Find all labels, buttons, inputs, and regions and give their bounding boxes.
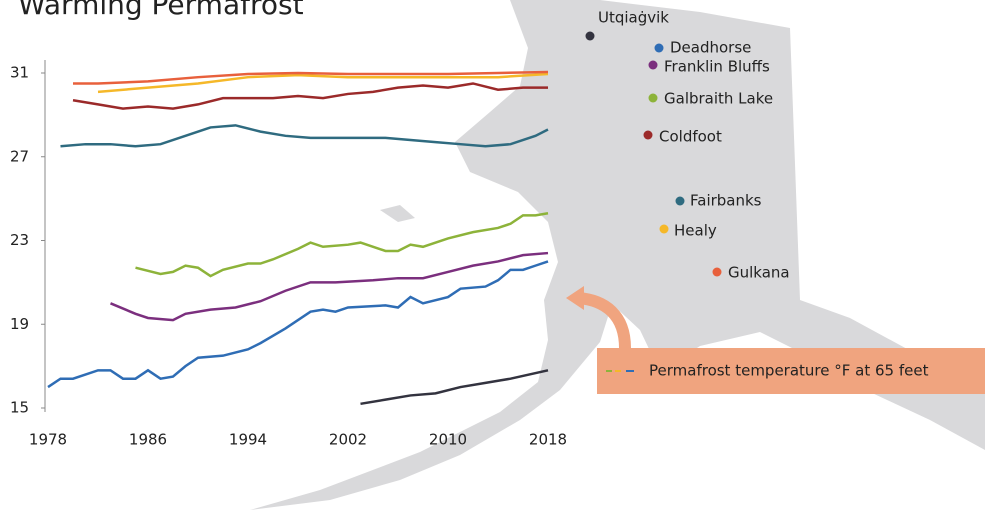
map-dot <box>712 267 722 277</box>
map-dot <box>648 60 658 70</box>
x-tick-label: 1986 <box>129 431 167 449</box>
x-tick-label: 2002 <box>329 431 367 449</box>
series-line <box>360 369 549 406</box>
map-dot <box>659 224 669 234</box>
x-tick-label: 2010 <box>429 431 467 449</box>
series-line <box>72 82 548 110</box>
legend-box <box>597 348 985 394</box>
series-line <box>60 124 549 148</box>
series-line <box>97 72 549 94</box>
arrow-head <box>566 286 584 310</box>
map-alaska <box>250 0 985 510</box>
arrow <box>577 292 631 349</box>
x-tick-label: 1994 <box>229 431 267 449</box>
y-tick-label: 15 <box>10 399 29 417</box>
series-line <box>110 251 549 322</box>
legend-label: Coldfoot <box>659 128 722 146</box>
map-dot <box>585 31 595 41</box>
legend-label: Healy <box>674 222 717 240</box>
legend-label: Fairbanks <box>690 192 762 210</box>
y-tick-label: 27 <box>10 147 29 165</box>
legend-label: Galbraith Lake <box>664 90 773 108</box>
annotation: Permafrost temperature °F at 65 feet <box>649 362 929 380</box>
legend-label: Gulkana <box>728 264 790 282</box>
series-line <box>47 260 549 389</box>
y-tick-label: 19 <box>10 315 29 333</box>
map-dot <box>675 196 685 206</box>
map-island <box>380 205 415 222</box>
y-tick-label: 23 <box>10 231 29 249</box>
map-dot <box>643 130 653 140</box>
x-tick-label: 2018 <box>529 431 567 449</box>
series-line <box>135 212 549 278</box>
series-line <box>73 70 549 85</box>
legend-label: Utqiaġvik <box>598 9 669 27</box>
y-tick-label: 31 <box>10 64 29 82</box>
x-tick-label: 1978 <box>29 431 67 449</box>
legend-label: Deadhorse <box>670 39 751 57</box>
map-dot <box>654 43 664 53</box>
chart-title: Warming Permafrost <box>18 0 304 21</box>
map-dot <box>648 93 658 103</box>
legend-label: Franklin Bluffs <box>664 58 770 76</box>
